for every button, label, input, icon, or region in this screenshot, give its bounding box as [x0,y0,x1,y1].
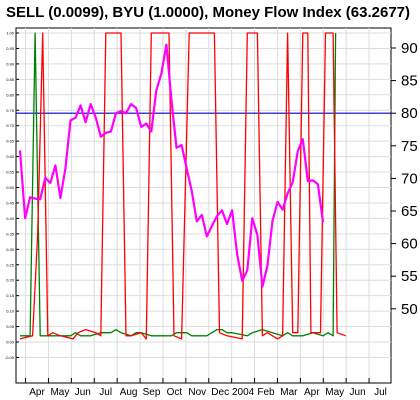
left-tick-label: 0.60 [6,154,15,159]
x-tick-label: Aug [120,387,138,398]
left-tick-label: -0.05 [5,355,15,360]
left-tick-label: 0.55 [6,170,15,175]
x-tick-label: May [50,387,69,398]
left-tick-label: 0.15 [6,293,15,298]
left-tick-label: 0.05 [6,324,15,329]
right-tick-label: 60 [401,236,418,253]
x-tick-label: Nov [188,387,206,398]
x-tick-label: Jun [75,387,91,398]
right-tick-label: 75 [401,138,418,155]
left-tick-label: 0.75 [6,108,15,113]
left-tick-label: 0.30 [6,247,15,252]
right-tick-label: 90 [401,40,418,57]
left-tick-label: 1.00 [6,31,15,36]
series-layer [18,32,346,340]
x-tick-label: Mar [280,387,298,398]
right-tick-label: 50 [401,301,418,318]
left-tick-label: 0.95 [6,46,15,51]
mfi-series-line [18,43,325,288]
right-tick-label: 70 [401,170,418,187]
x-tick-label: Jul [99,387,112,398]
left-tick-label: 0.25 [6,262,15,267]
left-tick-label: 0.40 [6,216,15,221]
right-tick-label: 55 [401,268,418,285]
left-tick-label: 0.45 [6,200,15,205]
left-tick-label: 0.10 [6,309,15,314]
x-tick-label: Dec [211,387,229,398]
x-axis: Apr May Jun Jul Aug Sep Oct Nov Dec 2004 Feb Mar Apr… [25,378,387,398]
x-tick-label: Oct [167,387,183,398]
left-tick-label: 0.70 [6,123,15,128]
left-tick-label: 0.80 [6,92,15,97]
right-tick-label: 65 [401,203,418,220]
right-axis: 50 55 60 65 70 75 80 85 90 [391,40,418,318]
x-tick-label: 2004 [232,387,255,398]
left-tick-label: 0.65 [6,139,15,144]
x-tick-label: Apr [304,387,320,398]
left-tick-label: 0.35 [6,231,15,236]
left-tick-label: 0.90 [6,61,15,66]
sell-series-line [19,32,346,340]
right-tick-label: 80 [401,105,418,122]
x-tick-label: Feb [257,387,275,398]
left-tick-label: 0.50 [6,185,15,190]
chart-title: SELL (0.0099), BYU (1.0000), Money Flow … [6,4,410,21]
x-tick-label: Jul [374,387,387,398]
left-tick-label: 0.85 [6,77,15,82]
x-tick-label: Jun [350,387,366,398]
byu-series-line [20,32,337,337]
x-tick-label: May [325,387,344,398]
x-tick-label: Sep [143,387,161,398]
x-tick-label: Apr [29,387,45,398]
left-axis: 1.00 0.95 0.90 0.85 0.80 0.75 0.70 0.65 0.60 0.55… [5,31,19,360]
right-tick-label: 85 [401,73,418,90]
left-tick-label: 0.20 [6,278,15,283]
left-tick-label: 0.00 [6,340,15,345]
plot-frame [15,27,392,384]
